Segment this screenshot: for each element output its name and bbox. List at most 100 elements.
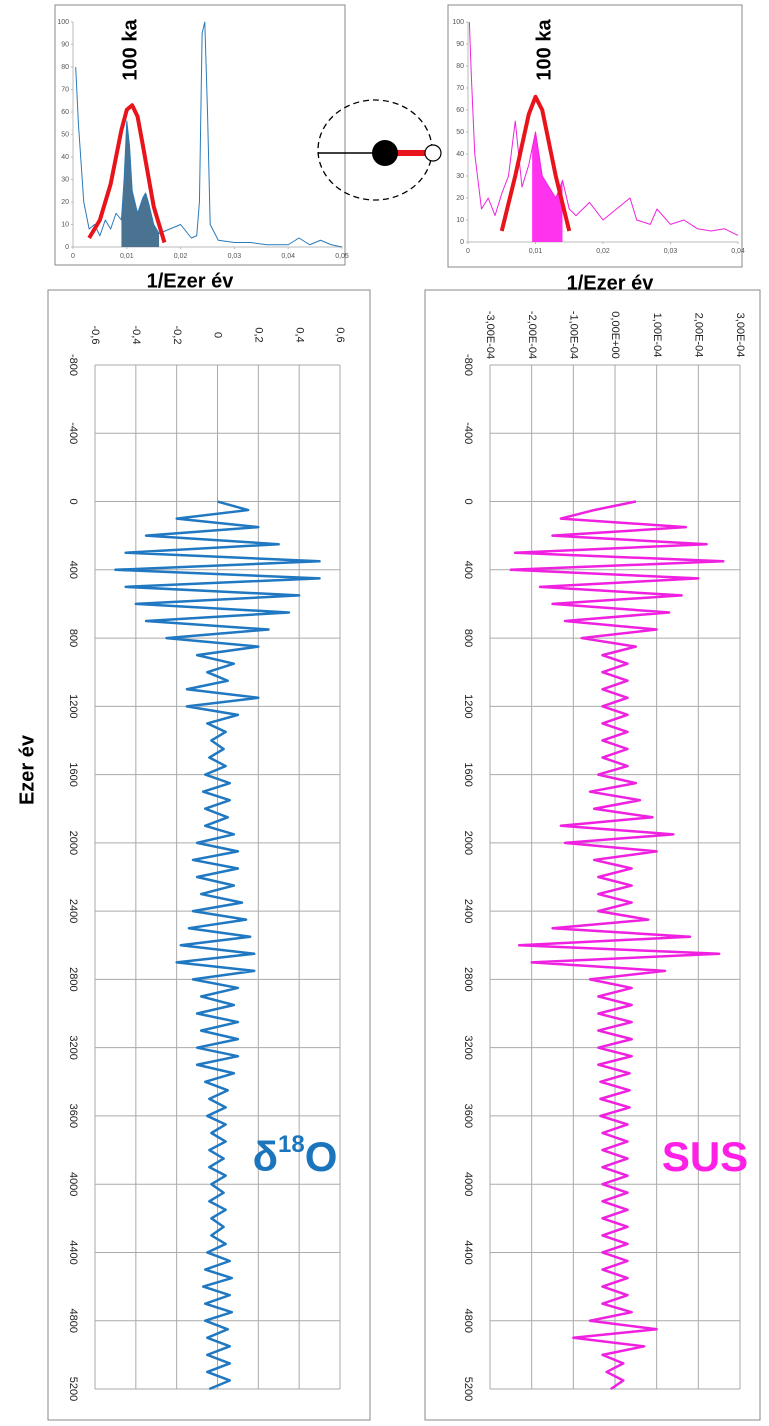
y-tick-label: 0,2 bbox=[252, 327, 264, 342]
y-tick-label: 20 bbox=[61, 199, 69, 206]
y-tick-label: 30 bbox=[61, 176, 69, 183]
x-tick-label: 400 bbox=[462, 561, 474, 579]
y-tick-label: -2,00E-04 bbox=[526, 311, 538, 359]
x-tick-label: 0,02 bbox=[174, 253, 188, 260]
y-tick-label: 100 bbox=[452, 19, 464, 26]
y-tick-label: 0 bbox=[212, 332, 224, 338]
x-tick-label: 5200 bbox=[462, 1377, 474, 1401]
series-line bbox=[468, 21, 739, 236]
x-tick-label: 800 bbox=[462, 629, 474, 647]
x-tick-label: 3600 bbox=[67, 1104, 79, 1128]
y-tick-label: 70 bbox=[456, 85, 464, 92]
x-tick-label: -800 bbox=[67, 354, 79, 376]
fit-curve bbox=[87, 103, 167, 244]
x-tick-label: 3200 bbox=[67, 1035, 79, 1059]
orbit-diagram bbox=[317, 99, 442, 201]
series-line bbox=[509, 500, 725, 1391]
y-tick-label: 40 bbox=[61, 154, 69, 161]
y-tick-label: 50 bbox=[456, 129, 464, 136]
y-tick-label: 0,00E+00 bbox=[609, 311, 621, 358]
y-tick-label: -1,00E-04 bbox=[567, 311, 579, 359]
y-tick-label: 100 bbox=[57, 19, 69, 26]
x-tick-label: 2800 bbox=[462, 967, 474, 991]
y-tick-label: 0 bbox=[460, 239, 464, 246]
annotation: 100 ka bbox=[119, 19, 141, 81]
x-tick-label: -800 bbox=[462, 354, 474, 376]
x-tick-label: 2400 bbox=[67, 899, 79, 923]
series-label: δ18O bbox=[253, 1131, 338, 1180]
fit-curve bbox=[499, 94, 572, 232]
y-tick-label: 0,6 bbox=[334, 327, 346, 342]
x-tick-label: -400 bbox=[462, 422, 474, 444]
x-tick-label: 1200 bbox=[462, 694, 474, 718]
x-tick-label: 800 bbox=[67, 629, 79, 647]
y-tick-label: 20 bbox=[456, 195, 464, 202]
chart-frame bbox=[424, 289, 761, 1421]
x-tick-label: 0,04 bbox=[281, 253, 295, 260]
x-tick-label: 4400 bbox=[462, 1240, 474, 1264]
x-tick-label: 3200 bbox=[462, 1035, 474, 1059]
series-label-part: δ bbox=[253, 1133, 278, 1180]
sun bbox=[372, 140, 398, 166]
y-tick-label: 90 bbox=[61, 41, 69, 48]
y-tick-label: 30 bbox=[456, 173, 464, 180]
earth bbox=[424, 144, 442, 162]
series-label-part: O bbox=[305, 1133, 338, 1180]
series-label-part: 18 bbox=[278, 1131, 305, 1158]
y-tick-label: 90 bbox=[456, 41, 464, 48]
x-tick-label: -400 bbox=[67, 422, 79, 444]
y-tick-label: -0,2 bbox=[171, 326, 183, 345]
chart-frame bbox=[447, 4, 743, 268]
x-tick-label: 0,05 bbox=[335, 253, 349, 260]
x-tick-label: 0,01 bbox=[120, 253, 134, 260]
y-axis-label: Ezer év bbox=[16, 734, 38, 805]
series-line bbox=[75, 21, 343, 248]
y-tick-label: 80 bbox=[61, 64, 69, 71]
chart-frame bbox=[47, 289, 371, 1421]
x-tick-label: 3600 bbox=[462, 1104, 474, 1128]
series-label-part: SUS bbox=[662, 1133, 748, 1180]
y-tick-label: 2,00E-04 bbox=[692, 313, 704, 358]
x-axis-label: 1/Ezer év bbox=[567, 272, 655, 294]
y-tick-label: -0,6 bbox=[89, 326, 101, 345]
x-tick-label: 1200 bbox=[67, 694, 79, 718]
x-tick-label: 2400 bbox=[462, 899, 474, 923]
y-tick-label: 0,4 bbox=[293, 327, 305, 342]
x-tick-label: 4800 bbox=[67, 1308, 79, 1332]
x-tick-label: 4800 bbox=[462, 1308, 474, 1332]
y-tick-label: 80 bbox=[456, 63, 464, 70]
y-tick-label: -0,4 bbox=[130, 326, 142, 345]
x-tick-label: 0,03 bbox=[664, 248, 678, 255]
series-line bbox=[114, 500, 321, 1391]
x-tick-label: 2000 bbox=[462, 831, 474, 855]
y-tick-label: 60 bbox=[456, 107, 464, 114]
x-tick-label: 0,04 bbox=[731, 248, 745, 255]
x-tick-label: 0,01 bbox=[529, 248, 543, 255]
y-tick-label: 60 bbox=[61, 109, 69, 116]
x-tick-label: 4400 bbox=[67, 1240, 79, 1264]
y-tick-label: 40 bbox=[456, 151, 464, 158]
x-tick-label: 0,02 bbox=[596, 248, 610, 255]
y-tick-label: 10 bbox=[61, 221, 69, 228]
x-tick-label: 400 bbox=[67, 561, 79, 579]
series-label: SUS bbox=[662, 1133, 748, 1180]
y-tick-label: 1,00E-04 bbox=[651, 313, 663, 358]
x-tick-label: 2000 bbox=[67, 831, 79, 855]
x-tick-label: 0 bbox=[462, 498, 474, 504]
y-tick-label: 3,00E-04 bbox=[734, 313, 746, 358]
x-tick-label: 5200 bbox=[67, 1377, 79, 1401]
x-axis-label: 1/Ezer év bbox=[147, 270, 235, 292]
x-tick-label: 1600 bbox=[462, 762, 474, 786]
x-tick-label: 1600 bbox=[67, 762, 79, 786]
x-tick-label: 0 bbox=[71, 253, 75, 260]
x-tick-label: 2800 bbox=[67, 967, 79, 991]
x-tick-label: 4000 bbox=[462, 1172, 474, 1196]
shaded-band bbox=[121, 121, 160, 247]
annotation: 100 ka bbox=[533, 19, 555, 81]
y-tick-label: 10 bbox=[456, 217, 464, 224]
x-tick-label: 0,03 bbox=[228, 253, 242, 260]
x-tick-label: 0 bbox=[466, 248, 470, 255]
y-tick-label: 50 bbox=[61, 131, 69, 138]
x-tick-label: 4000 bbox=[67, 1172, 79, 1196]
